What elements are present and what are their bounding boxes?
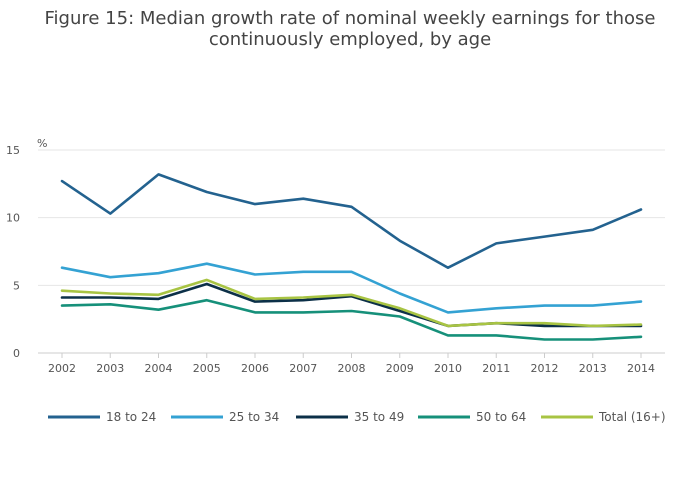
x-tick-label: 2006 (241, 362, 269, 375)
legend-label-3: 50 to 64 (476, 410, 526, 424)
y-axis: 0 5 10 15 (6, 144, 20, 360)
gridlines (38, 149, 665, 354)
chart-title-line-1: Figure 15: Median growth rate of nominal… (44, 8, 656, 29)
x-tick-label: 2011 (482, 362, 510, 375)
series-line-2 (60, 282, 643, 328)
y-tick-label: 10 (6, 212, 20, 225)
chart-title-line-2: continuously employed, by age (208, 29, 492, 50)
series-lines (60, 173, 643, 341)
x-tick-label: 2005 (193, 362, 221, 375)
x-axis: 2002 2003 2004 2005 2006 2007 2008 2009 2010 2011… (48, 353, 655, 375)
series-line-0 (60, 173, 643, 270)
x-tick-label: 2014 (627, 362, 655, 375)
legend-label-1: 25 to 34 (229, 410, 279, 424)
y-tick-label: 5 (13, 279, 20, 292)
series-line-1 (60, 262, 643, 314)
legend-label-2: 35 to 49 (354, 410, 404, 424)
x-tick-label: 2008 (338, 362, 366, 375)
x-tick-label: 2003 (96, 362, 124, 375)
legend-label-4: Total (16+) (598, 410, 666, 424)
x-tick-label: 2010 (434, 362, 462, 375)
x-tick-label: 2012 (531, 362, 559, 375)
x-tick-label: 2002 (48, 362, 76, 375)
legend: 18 to 24 25 to 34 35 to 49 50 to 64 Total (1… (48, 410, 666, 424)
x-tick-label: 2007 (289, 362, 317, 375)
y-tick-label: 15 (6, 144, 20, 157)
series-line-4 (60, 278, 643, 328)
y-unit-label: % (37, 137, 47, 150)
y-tick-label: 0 (13, 347, 20, 360)
series-line-3 (60, 298, 643, 341)
legend-label-0: 18 to 24 (106, 410, 156, 424)
x-tick-label: 2009 (386, 362, 414, 375)
x-tick-label: 2013 (579, 362, 607, 375)
chart-title: Figure 15: Median growth rate of nominal… (0, 8, 700, 50)
x-tick-label: 2004 (145, 362, 173, 375)
